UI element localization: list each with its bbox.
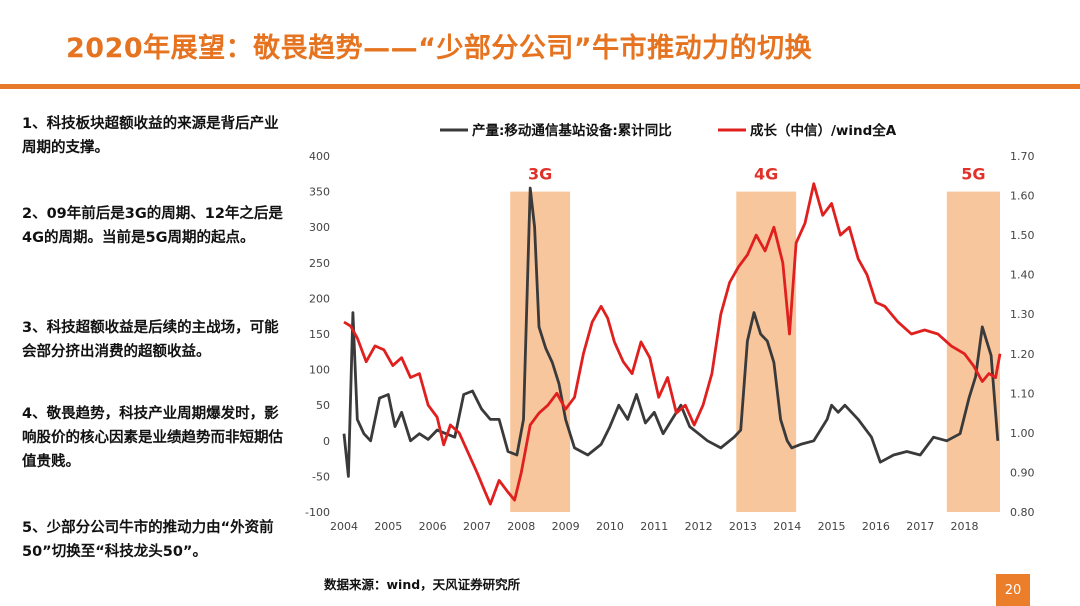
legend-label-output: 产量:移动通信基站设备:累计同比: [472, 122, 672, 139]
y-left-tick-300: 300: [309, 221, 330, 234]
band-3G: [510, 191, 571, 512]
y-left-tick-200: 200: [309, 292, 330, 305]
y-right-tick-1.40: 1.40: [1010, 269, 1035, 282]
series-line-output: [342, 186, 1000, 478]
x-tick-2004: 2004: [330, 520, 358, 533]
x-tick-2005: 2005: [374, 520, 402, 533]
x-tick-2017: 2017: [906, 520, 934, 533]
y-left-tick-100: 100: [309, 364, 330, 377]
y-right-tick-1.70: 1.70: [1010, 150, 1035, 163]
y-left-tick-150: 150: [309, 328, 330, 341]
y-left-tick--100: -100: [305, 506, 330, 519]
x-tick-2012: 2012: [685, 520, 713, 533]
series-line-growth: [343, 182, 1002, 506]
y-left-tick--50: -50: [312, 470, 330, 483]
page-number: 20: [996, 574, 1030, 606]
x-tick-2009: 2009: [552, 520, 580, 533]
point-3: 3、科技超额收益是后续的主战场，可能会部分挤出消费的超额收益。: [22, 320, 279, 360]
x-tick-2006: 2006: [419, 520, 447, 533]
point-4: 4、敬畏趋势，科技产业周期爆发时，影响股价的核心因素是业绩趋势而非短期估值贵贱。: [22, 406, 283, 470]
dual-axis-line-chart: 3G 4G 5G 2004 2005 2006 2007 2008 2009 2010 2011 2…: [305, 122, 1034, 533]
generation-bands: 3G 4G 5G: [510, 165, 1000, 512]
x-tick-2014: 2014: [773, 520, 801, 533]
x-tick-2007: 2007: [463, 520, 491, 533]
y-right-tick-0.80: 0.80: [1010, 506, 1035, 519]
band-label-3G: 3G: [528, 165, 552, 184]
band-5G: [946, 191, 1000, 512]
title-divider: [0, 84, 1080, 89]
x-tick-2011: 2011: [640, 520, 668, 533]
y-right-tick-1.20: 1.20: [1010, 348, 1035, 361]
data-source-note: 数据来源：wind，天风证券研究所: [324, 577, 521, 592]
axis-ticks: 2004 2005 2006 2007 2008 2009 2010 2011 2012 2013…: [305, 150, 1034, 533]
point-2: 2、09年前后是3G的周期、12年之后是4G的周期。当前是5G周期的起点。: [22, 206, 283, 246]
y-left-tick-400: 400: [309, 150, 330, 163]
band-label-4G: 4G: [754, 165, 778, 184]
point-5: 5、少部分公司牛市的推动力由“外资前50”切换至“科技龙头50”。: [22, 520, 274, 560]
y-right-tick-1.10: 1.10: [1010, 387, 1035, 400]
x-tick-2015: 2015: [818, 520, 846, 533]
y-left-tick-50: 50: [316, 399, 330, 412]
x-tick-2013: 2013: [729, 520, 757, 533]
y-right-tick-1.50: 1.50: [1010, 229, 1035, 242]
x-tick-2008: 2008: [507, 520, 535, 533]
y-left-tick-0: 0: [323, 435, 330, 448]
y-left-tick-250: 250: [309, 257, 330, 270]
y-left-tick-350: 350: [309, 186, 330, 199]
series-lines: [342, 182, 1002, 506]
legend-label-growth: 成长（中信）/wind全A: [750, 122, 897, 139]
slide-title: 2020年展望：敬畏趋势——“少部分公司”牛市推动力的切换: [66, 33, 813, 64]
y-right-tick-1.60: 1.60: [1010, 190, 1035, 203]
x-tick-2010: 2010: [596, 520, 624, 533]
x-tick-2016: 2016: [862, 520, 890, 533]
point-1: 1、科技板块超额收益的来源是背后产业周期的支撑。: [22, 116, 279, 156]
y-right-tick-1.00: 1.00: [1010, 427, 1035, 440]
band-label-5G: 5G: [961, 165, 985, 184]
legend: 产量:移动通信基站设备:累计同比 成长（中信）/wind全A: [440, 122, 897, 139]
y-right-tick-1.30: 1.30: [1010, 308, 1035, 321]
x-tick-2018: 2018: [951, 520, 979, 533]
y-right-tick-0.90: 0.90: [1010, 466, 1035, 479]
